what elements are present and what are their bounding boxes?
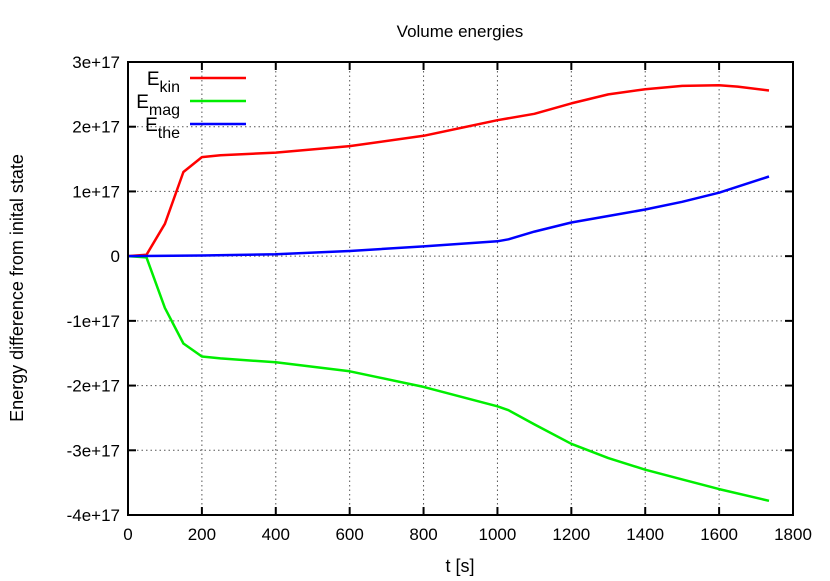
x-tick-label: 400	[262, 525, 290, 544]
x-tick-label: 0	[123, 525, 132, 544]
legend-label-the: Ethe	[145, 115, 180, 142]
x-tick-label: 1400	[626, 525, 664, 544]
legend-label-mag: Emag	[136, 92, 180, 119]
y-tick-label: 0	[111, 247, 120, 266]
x-tick-label: 600	[335, 525, 363, 544]
series-line-mag	[127, 254, 770, 503]
y-tick-label: -3e+17	[67, 441, 120, 460]
plot-frame	[127, 61, 794, 516]
y-tick-label: -4e+17	[67, 506, 120, 525]
chart-title: Volume energies	[397, 22, 524, 41]
y-tick-label: 3e+17	[72, 53, 120, 72]
y-tick-label: 1e+17	[72, 182, 120, 201]
y-tick-label: -2e+17	[67, 377, 120, 396]
y-tick-label: 2e+17	[72, 118, 120, 137]
x-axis-label: t [s]	[445, 556, 474, 576]
x-tick-label: 1000	[479, 525, 517, 544]
x-tick-label: 1200	[552, 525, 590, 544]
series-line-the	[127, 175, 770, 258]
x-tick-label: 800	[409, 525, 437, 544]
legend-label-kin: Ekin	[147, 69, 180, 96]
y-tick-label: -1e+17	[67, 312, 120, 331]
y-axis-label: Energy difference from inital state	[7, 154, 27, 422]
x-tick-label: 1600	[700, 525, 738, 544]
x-tick-label: 200	[188, 525, 216, 544]
series-line-kin	[127, 84, 770, 258]
x-tick-label: 1800	[774, 525, 812, 544]
